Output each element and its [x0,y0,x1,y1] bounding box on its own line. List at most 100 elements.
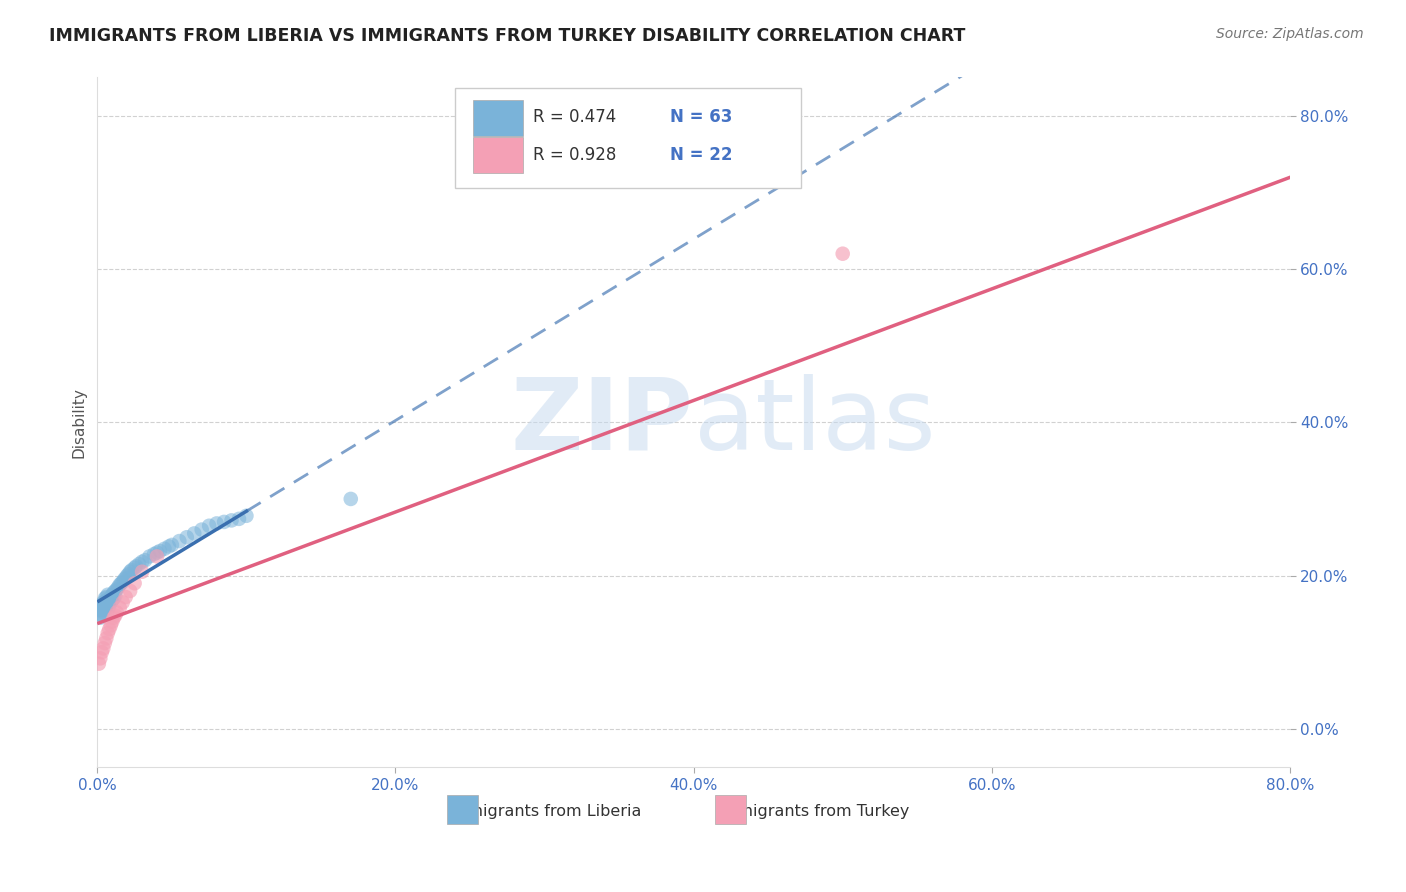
Text: R = 0.928: R = 0.928 [533,146,616,164]
Point [115,568,138,582]
Text: N = 63: N = 63 [669,109,733,127]
Point [134,553,156,567]
Text: Immigrants from Liberia: Immigrants from Liberia [447,805,641,820]
Point [831,246,853,260]
Point [146,549,169,564]
Point [120,565,142,579]
Point [87,657,110,671]
Point [111,574,134,589]
Point [94,597,117,611]
Point [90,603,112,617]
Point [138,549,160,564]
Point [108,600,131,615]
Point [91,605,114,619]
Point [97,603,120,617]
Point [153,541,176,556]
Point [125,559,148,574]
Point [94,591,117,606]
Point [87,607,110,621]
Text: Immigrants from Turkey: Immigrants from Turkey [717,805,910,820]
Point [108,578,131,592]
Point [89,599,111,614]
Point [101,593,124,607]
FancyBboxPatch shape [716,795,747,823]
Point [97,588,120,602]
Text: R = 0.474: R = 0.474 [533,109,616,127]
Y-axis label: Disability: Disability [72,387,86,458]
Point [101,588,124,602]
Point [205,516,228,531]
Point [124,561,146,575]
Point [90,645,112,659]
Point [198,518,221,533]
Point [183,526,205,541]
Point [89,651,111,665]
Point [103,591,125,606]
Point [110,576,132,591]
Point [94,603,117,617]
Point [221,513,243,527]
Point [90,598,112,612]
Point [114,590,136,604]
FancyBboxPatch shape [447,795,478,823]
Text: ZIP: ZIP [510,374,693,471]
Point [160,538,183,552]
Point [118,567,141,582]
Point [91,600,114,615]
Point [146,545,169,559]
Point [228,512,250,526]
Point [131,555,153,569]
Point [114,571,136,585]
Point [104,608,127,623]
Point [96,632,118,646]
Point [98,622,121,636]
Point [149,544,172,558]
Point [100,595,122,609]
Point [89,611,111,625]
Point [107,580,129,594]
Point [91,595,114,609]
FancyBboxPatch shape [456,87,801,188]
Point [101,615,124,629]
Point [157,540,180,554]
Point [112,573,135,587]
Point [103,611,125,625]
Point [96,590,118,604]
Point [98,599,121,614]
Point [124,576,146,591]
Point [97,598,120,612]
Point [96,599,118,614]
Point [91,641,114,656]
Point [94,636,117,650]
Point [103,585,125,599]
Text: atlas: atlas [693,374,935,471]
FancyBboxPatch shape [472,137,523,173]
Point [100,590,122,604]
Point [120,583,142,598]
Point [104,589,127,603]
Point [339,491,361,506]
Point [105,582,128,597]
Point [104,583,127,598]
Point [190,523,212,537]
Point [105,605,128,619]
Point [128,557,150,571]
Point [131,565,153,579]
Point [98,593,121,607]
Point [176,530,198,544]
Text: N = 22: N = 22 [669,146,733,164]
Text: Source: ZipAtlas.com: Source: ZipAtlas.com [1216,27,1364,41]
Point [235,508,257,523]
Point [121,563,143,577]
Point [100,618,122,632]
Text: IMMIGRANTS FROM LIBERIA VS IMMIGRANTS FROM TURKEY DISABILITY CORRELATION CHART: IMMIGRANTS FROM LIBERIA VS IMMIGRANTS FR… [49,27,966,45]
Point [89,603,111,617]
Point [143,547,166,561]
Point [111,595,134,609]
Point [97,626,120,640]
Point [169,534,191,549]
Point [212,515,235,529]
Point [96,593,118,607]
FancyBboxPatch shape [472,100,523,136]
Point [90,608,112,623]
